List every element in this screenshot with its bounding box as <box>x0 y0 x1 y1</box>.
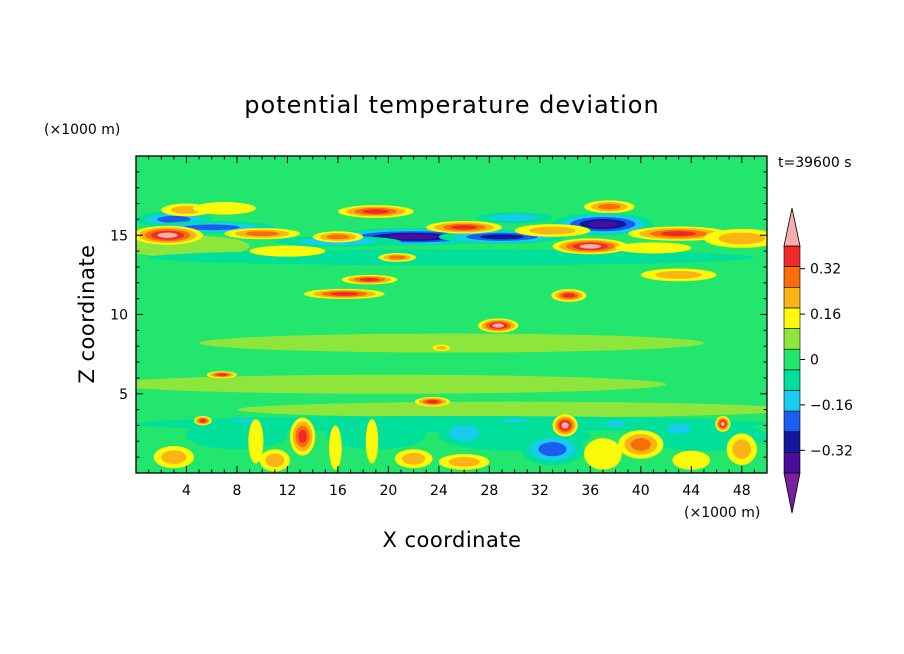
contour-low-orange-2-1 <box>265 453 285 468</box>
colorbar-label-0: 0.32 <box>810 262 841 278</box>
contour-streak-1-3 <box>330 292 359 296</box>
colorbar-box-5 <box>783 348 801 371</box>
contour-tropo-red-3-3 <box>362 209 389 214</box>
y-tick-label-10: 10 <box>110 308 128 324</box>
contour-tropo-blue-2-3 <box>480 234 524 240</box>
x-tick-label-44: 44 <box>682 483 700 499</box>
contour-tropo-red-8-2 <box>326 234 350 240</box>
colorbar-box-1 <box>783 431 801 453</box>
contour-low-yellow-2-0 <box>329 425 342 470</box>
contour-tropo-red-7-2 <box>598 203 621 210</box>
x-tick-label-24: 24 <box>430 483 448 499</box>
colorbar-box-2 <box>783 410 801 433</box>
contour-tropo-yellow-3-0 <box>615 242 692 254</box>
colorbar-label-2: 0 <box>810 353 819 369</box>
contour-streak-2-3 <box>359 277 380 282</box>
colorbar-box-6 <box>783 328 801 350</box>
contour-low-yellow-5-0 <box>672 450 711 470</box>
contour-low-orange-3-1 <box>401 452 426 465</box>
colorbar-box-3 <box>783 390 801 412</box>
contour-low-orange-6-1 <box>448 457 480 467</box>
contour-tropo-red-1-4 <box>157 232 178 238</box>
colorbar-max-triangle <box>783 207 801 247</box>
contour-streak-3-2 <box>388 255 406 260</box>
contour-low-red-3-4 <box>720 421 725 427</box>
contour-tropo-red-4-3 <box>450 225 478 230</box>
x-tick-label-16: 16 <box>329 483 347 499</box>
contour-low-red-2-4 <box>561 422 569 429</box>
x-axis-unit: (×1000 m) <box>684 505 760 521</box>
contour-low-red-4-3 <box>199 419 206 423</box>
y-axis-ticks: 5 10 15 <box>110 171 767 458</box>
colorbar-label-1: 0.16 <box>810 307 841 323</box>
contour-mid-yellowgreen-band-1-0 <box>199 333 704 353</box>
contour-tropo-red-2-2 <box>245 231 280 237</box>
contour-low-orange-4-2 <box>630 438 651 451</box>
contour-low-blue-5-1 <box>667 423 691 434</box>
contour-streak-7-3 <box>216 373 228 376</box>
contour-low-blue-4-1 <box>502 418 527 423</box>
contour-streak-4-3 <box>562 293 576 298</box>
contour-tropo-orange-1-1 <box>718 232 766 245</box>
contour-tropo-blue-4-2 <box>157 215 191 223</box>
contour-tropo-blue-6-2 <box>183 224 240 231</box>
colorbar-box-0 <box>783 452 801 474</box>
contour-low-blue-6-1 <box>606 420 625 428</box>
colorbar-box-10 <box>783 245 801 267</box>
colorbar-min-triangle <box>783 472 801 514</box>
y-tick-label-15: 15 <box>110 228 128 244</box>
contour-low-yellow-1-0 <box>248 419 264 464</box>
contour-low-blue-3-1 <box>231 418 255 423</box>
colorbar-label-4: −0.32 <box>810 443 853 459</box>
contour-low-yellow-4-0 <box>584 438 622 470</box>
x-tick-label-20: 20 <box>379 483 397 499</box>
contour-tropo-blue-7-1 <box>491 214 538 222</box>
contour-field <box>136 156 767 473</box>
contour-low-orange-1-1 <box>161 450 187 464</box>
x-tick-label-40: 40 <box>632 483 650 499</box>
x-axis-ticks: 4 8 12 16 20 24 28 32 36 40 44 48 <box>148 156 755 499</box>
contour-low-blue-2-2 <box>538 442 567 457</box>
x-tick-label-48: 48 <box>733 483 751 499</box>
colorbar-box-7 <box>783 307 801 329</box>
contour-low-yellow-3-0 <box>365 419 379 464</box>
colorbar-box-4 <box>783 369 801 391</box>
x-tick-label-12: 12 <box>279 483 297 499</box>
contour-mid-yellowgreen-band-2-0 <box>136 374 666 394</box>
contour-streak-8-3 <box>426 400 439 404</box>
contour-low-red-1-3 <box>298 429 307 444</box>
x-tick-label-28: 28 <box>480 483 498 499</box>
time-label: t=39600 s <box>778 155 852 171</box>
contour-mid-yellowgreen-band-3-0 <box>237 401 767 418</box>
contour-low-blue-1-1 <box>448 425 480 442</box>
colorbar-box-9 <box>783 266 801 288</box>
contour-tropo-yellow-1-0 <box>192 201 256 215</box>
contour-tropo-yellow-2-0 <box>249 245 326 257</box>
y-tick-label-5: 5 <box>119 387 128 403</box>
x-tick-label-4: 4 <box>182 483 191 499</box>
x-tick-label-8: 8 <box>232 483 241 499</box>
contour-tropo-orange-3-1 <box>529 226 576 235</box>
x-tick-label-32: 32 <box>531 483 549 499</box>
y-axis-label: Z coordinate <box>75 244 99 383</box>
contour-tropo-blue-3-4 <box>588 220 618 228</box>
contour-low-orange-5-1 <box>732 439 752 459</box>
colorbar-label-3: −0.16 <box>810 398 853 414</box>
contour-streak-6-1 <box>435 345 447 350</box>
contour-tropo-orange-4-1 <box>655 270 702 279</box>
contour-tropo-red-6-3 <box>661 231 697 237</box>
x-tick-label-36: 36 <box>581 483 599 499</box>
chart-title: potential temperature deviation <box>244 91 659 119</box>
contour-tropo-blue-1-4 <box>388 234 439 240</box>
contour-streak-5-4 <box>492 323 504 328</box>
x-axis-label: X coordinate <box>382 528 521 552</box>
contour-tropo-red-5-4 <box>579 244 602 249</box>
y-axis-unit: (×1000 m) <box>44 122 120 138</box>
colorbar: 0.32 0.16 0 −0.16 −0.32 <box>783 207 853 514</box>
colorbar-box-8 <box>783 286 801 309</box>
